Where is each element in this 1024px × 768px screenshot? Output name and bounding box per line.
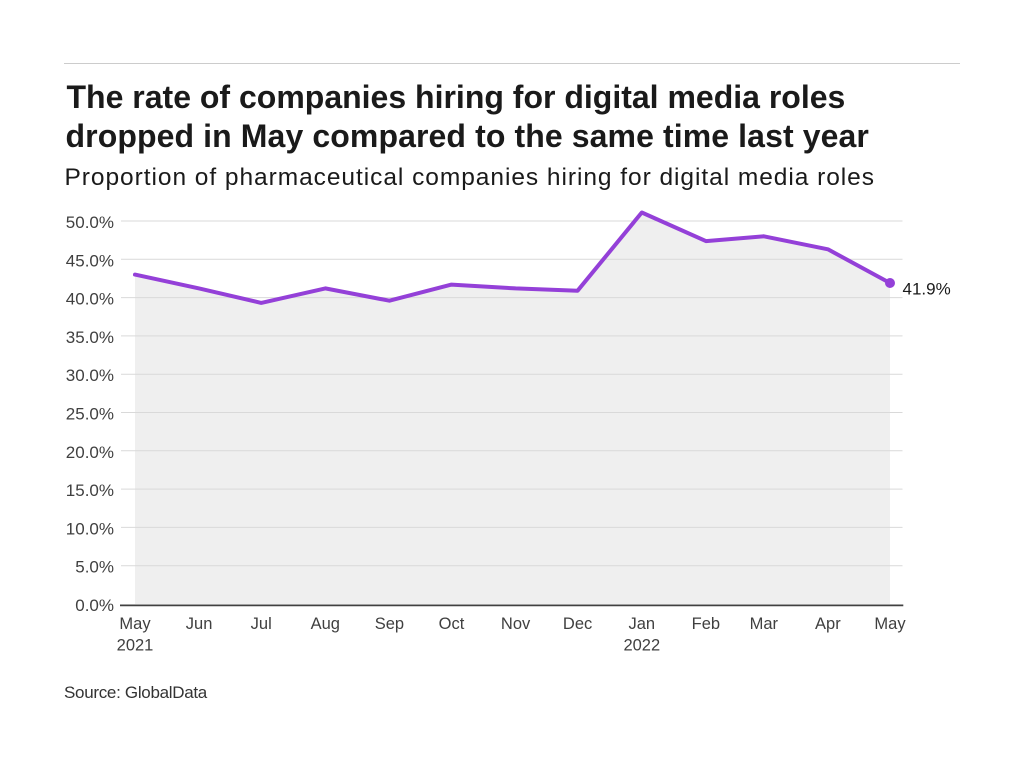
svg-text:May: May	[874, 615, 906, 633]
svg-text:Mar: Mar	[750, 615, 779, 633]
svg-text:10.0%: 10.0%	[66, 519, 114, 538]
svg-text:Nov: Nov	[501, 615, 531, 633]
svg-text:41.9%: 41.9%	[903, 280, 951, 299]
svg-text:Jan: Jan	[628, 615, 655, 633]
svg-text:25.0%: 25.0%	[66, 405, 114, 424]
svg-text:Jun: Jun	[186, 615, 213, 633]
svg-text:Jul: Jul	[251, 615, 272, 633]
svg-text:2021: 2021	[117, 637, 154, 655]
svg-text:50.0%: 50.0%	[66, 213, 114, 232]
svg-text:Sep: Sep	[375, 615, 404, 633]
svg-text:May: May	[119, 615, 151, 633]
svg-text:0.0%: 0.0%	[75, 596, 114, 615]
svg-text:Aug: Aug	[311, 615, 340, 633]
svg-text:40.0%: 40.0%	[66, 290, 114, 309]
svg-text:Oct: Oct	[439, 615, 465, 633]
svg-text:2022: 2022	[623, 637, 660, 655]
svg-text:15.0%: 15.0%	[66, 481, 114, 500]
svg-text:Feb: Feb	[692, 615, 720, 633]
svg-text:5.0%: 5.0%	[75, 558, 114, 577]
svg-text:45.0%: 45.0%	[66, 251, 114, 270]
svg-text:20.0%: 20.0%	[66, 443, 114, 462]
svg-text:30.0%: 30.0%	[66, 366, 114, 385]
svg-text:35.0%: 35.0%	[66, 328, 114, 347]
svg-text:Dec: Dec	[563, 615, 592, 633]
svg-text:Apr: Apr	[815, 615, 841, 633]
